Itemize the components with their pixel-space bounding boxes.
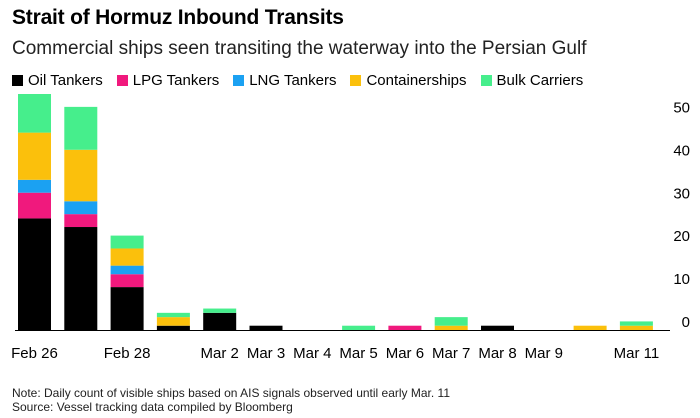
bar-segment	[110, 235, 144, 249]
legend-item-bulk-carriers: Bulk Carriers	[480, 72, 584, 89]
bar-segment	[573, 325, 607, 330]
legend-swatch	[12, 75, 23, 86]
bar-segment	[18, 218, 51, 330]
legend-swatch	[480, 75, 492, 86]
x-tick-label: Mar 8	[478, 345, 516, 362]
bar-segment	[110, 287, 144, 330]
bar-segment	[388, 325, 422, 330]
bar-segment	[156, 325, 190, 330]
bar-segment	[110, 265, 144, 275]
y-tick-label: 50	[673, 99, 690, 116]
bar-segment	[18, 192, 51, 219]
x-tick-label: Feb 26	[11, 345, 58, 362]
legend-item-lng-tankers: LNG Tankers	[233, 72, 336, 89]
x-tick-label: Mar 3	[247, 345, 285, 362]
legend-item-lpg-tankers: LPG Tankers	[116, 72, 220, 89]
note-text: Note: Daily count of visible ships based…	[12, 386, 451, 400]
chart-subtitle: Commercial ships seen transiting the wat…	[12, 38, 587, 59]
bar-segment	[203, 312, 237, 330]
y-tick-label: 40	[673, 142, 690, 159]
x-tick-label: Mar 4	[293, 345, 331, 362]
x-tick-label: Mar 11	[614, 345, 660, 362]
legend-label: Oil Tankers	[28, 72, 103, 89]
legend-label: LPG Tankers	[132, 72, 220, 89]
legend-swatch	[116, 75, 128, 86]
bar-segment	[110, 274, 144, 288]
bar-segment	[64, 214, 98, 228]
x-tick-label: Mar 2	[201, 345, 239, 362]
bar-segment	[156, 312, 190, 318]
y-tick-label: 30	[673, 185, 690, 202]
legend-item-containerships: Containerships	[350, 72, 467, 89]
x-tick-label: Mar 5	[339, 345, 377, 362]
footnote: Note: Daily count of visible ships based…	[12, 386, 450, 414]
legend-swatch	[233, 75, 245, 86]
bar-segment	[18, 132, 51, 180]
bar-segment	[18, 179, 51, 193]
x-tick-label: Feb 28	[104, 345, 151, 362]
bar-segment	[619, 321, 653, 326]
bar-segment	[481, 325, 514, 330]
chart-title: Strait of Hormuz Inbound Transits	[12, 6, 344, 29]
bar-segment	[342, 325, 376, 330]
y-tick-label: 20	[673, 228, 690, 245]
x-tick-label: Mar 6	[386, 345, 424, 362]
bar-segment	[64, 227, 98, 330]
bar-segment	[110, 248, 144, 266]
legend-label: LNG Tankers	[249, 72, 337, 89]
bar-segment	[64, 201, 98, 215]
bar-segment	[619, 325, 653, 330]
x-tick-label: Mar 7	[432, 345, 470, 362]
legend-item-oil-tankers: Oil Tankers	[12, 72, 103, 89]
bar-segment	[249, 325, 283, 330]
y-tick-label: 10	[673, 271, 690, 288]
legend: Oil Tankers LPG Tankers LNG Tankers Cont…	[12, 72, 583, 89]
bar-segment	[203, 308, 237, 313]
bar-segment	[64, 106, 98, 150]
bar-segment	[434, 317, 468, 326]
source-text: Source: Vessel tracking data compiled by…	[12, 400, 293, 414]
bar-segment	[156, 317, 190, 326]
bar-segment	[434, 325, 468, 330]
bar-segment	[18, 94, 51, 133]
x-tick-label: Mar 9	[525, 345, 563, 362]
legend-swatch	[350, 75, 362, 86]
y-tick-label: 0	[682, 314, 690, 331]
legend-label: Bulk Carriers	[496, 72, 584, 89]
bar-segment	[64, 149, 98, 202]
legend-label: Containerships	[366, 72, 467, 89]
